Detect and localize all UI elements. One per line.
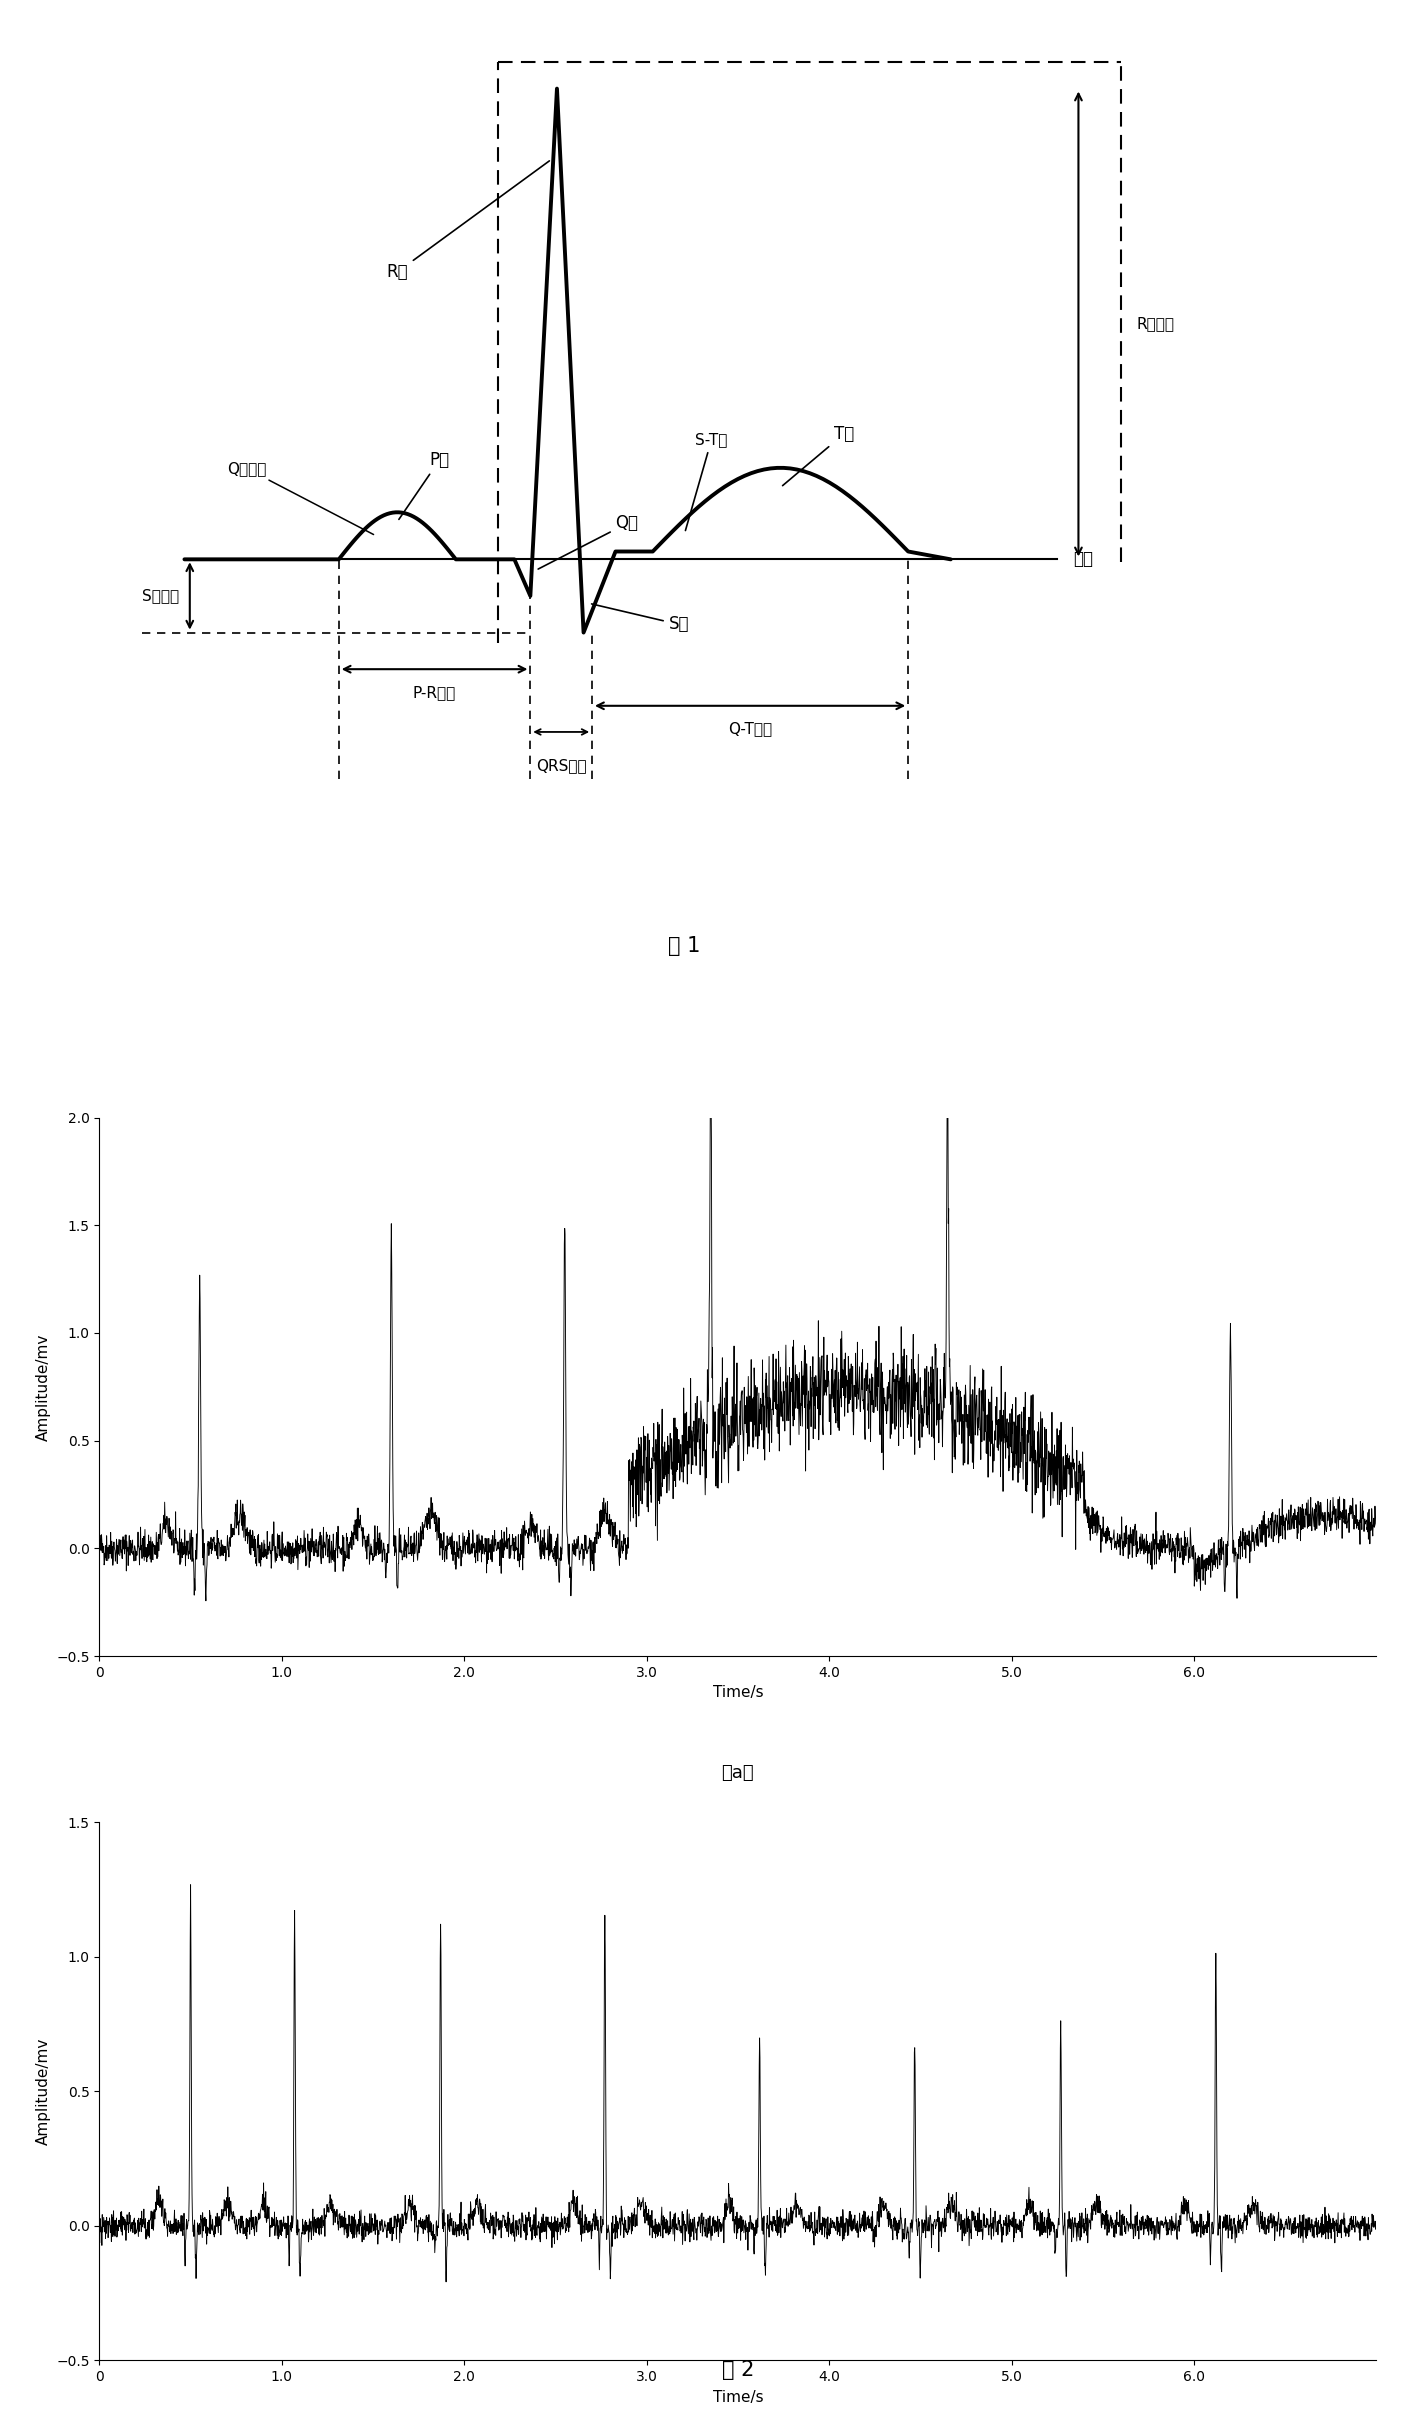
Text: S波: S波 [592,603,690,634]
Text: P波: P波 [399,450,450,521]
Text: R波: R波 [386,160,549,281]
Text: Q-T间期: Q-T间期 [728,721,772,736]
Text: 图 2: 图 2 [722,2360,753,2380]
X-axis label: Time/s: Time/s [712,1685,763,1700]
Text: （a）: （a） [722,1765,753,1782]
Text: 图 1: 图 1 [668,937,701,956]
Y-axis label: Amplitude/mv: Amplitude/mv [35,1334,51,1440]
Text: S-T段: S-T段 [685,433,728,530]
X-axis label: Time/s: Time/s [712,2390,763,2404]
Y-axis label: Amplitude/mv: Amplitude/mv [35,2038,51,2145]
Text: 基线: 基线 [1073,550,1093,569]
Text: QRS波宽: QRS波宽 [536,758,586,772]
Text: P-R间期: P-R间期 [413,685,455,700]
Text: S波高度: S波高度 [142,588,179,603]
Text: R波高度: R波高度 [1137,317,1175,332]
Text: Q波高度: Q波高度 [227,460,373,535]
Text: Q波: Q波 [538,516,639,569]
Text: T波: T波 [782,426,854,487]
